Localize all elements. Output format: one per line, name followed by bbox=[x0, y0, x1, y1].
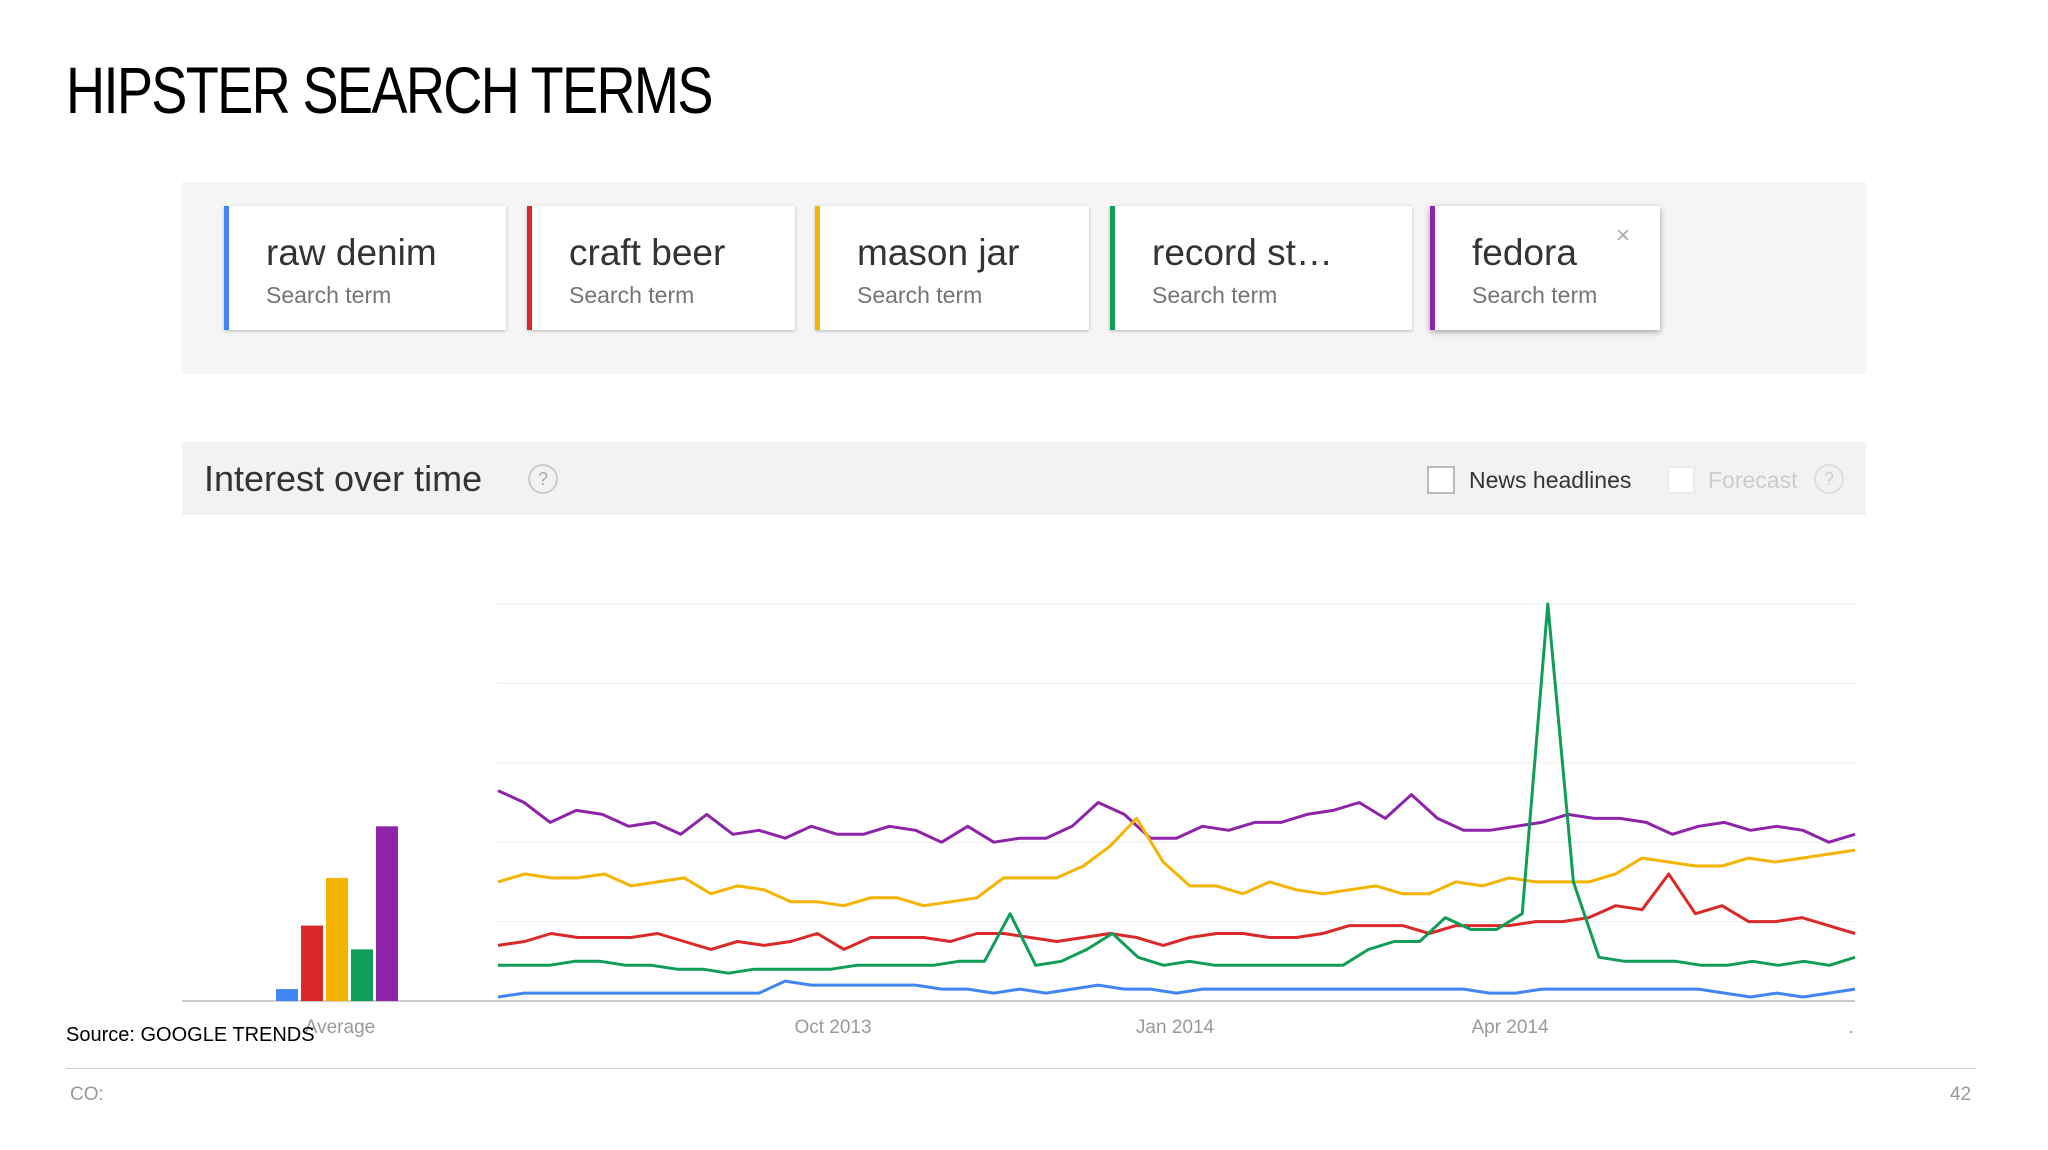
term-subtitle: Search term bbox=[1472, 282, 1598, 308]
average-bar bbox=[276, 989, 298, 1001]
search-terms-panel: raw denim Search term craft beer Search … bbox=[182, 182, 1866, 374]
x-tick-label: Average bbox=[305, 1017, 375, 1038]
term-name: raw denim bbox=[266, 232, 437, 273]
interest-over-time-header: Interest over time ? News headlines Fore… bbox=[182, 442, 1866, 515]
series-line bbox=[497, 789, 1856, 844]
term-subtitle: Search term bbox=[857, 282, 983, 308]
x-tick-label: Oct 2013 bbox=[794, 1017, 871, 1038]
term-name: fedora bbox=[1472, 232, 1577, 273]
page-number: 42 bbox=[1950, 1084, 1972, 1105]
series-line bbox=[497, 816, 1856, 908]
term-subtitle: Search term bbox=[569, 282, 695, 308]
term-card-mason-jar[interactable]: mason jar Search term bbox=[815, 206, 1089, 330]
close-icon[interactable]: × bbox=[1615, 222, 1630, 249]
forecast-label: Forecast bbox=[1708, 467, 1798, 493]
term-name: craft beer bbox=[569, 232, 726, 273]
term-card-raw-denim[interactable]: raw denim Search term bbox=[224, 206, 506, 330]
term-name: mason jar bbox=[857, 232, 1020, 273]
x-tick-label: . bbox=[1848, 1017, 1853, 1038]
x-tick-label: Jan 2014 bbox=[1136, 1017, 1215, 1038]
term-card-record-store[interactable]: record st… Search term bbox=[1110, 206, 1412, 330]
term-card-craft-beer[interactable]: craft beer Search term bbox=[527, 206, 795, 330]
series-line bbox=[497, 872, 1856, 951]
forecast-checkbox[interactable] bbox=[1667, 466, 1695, 494]
series-line bbox=[498, 602, 1856, 975]
interest-title: Interest over time bbox=[204, 458, 483, 499]
forecast-help-icon[interactable]: ? bbox=[1814, 464, 1844, 494]
x-tick-label: Apr 2014 bbox=[1471, 1017, 1549, 1038]
average-bar bbox=[376, 826, 398, 1001]
slide-title: HIPSTER SEARCH TERMS bbox=[66, 53, 713, 127]
term-subtitle: Search term bbox=[266, 282, 392, 308]
source-note: Source: GOOGLE TRENDS bbox=[66, 1024, 315, 1046]
term-card-fedora[interactable]: fedora Search term × bbox=[1430, 206, 1660, 330]
average-bar bbox=[351, 949, 373, 1001]
news-headlines-checkbox[interactable] bbox=[1427, 466, 1455, 494]
news-headlines-label: News headlines bbox=[1469, 467, 1632, 493]
series-line bbox=[497, 979, 1856, 999]
footer-text: CO: bbox=[70, 1084, 104, 1105]
term-name: record st… bbox=[1152, 232, 1333, 273]
term-subtitle: Search term bbox=[1152, 282, 1278, 308]
average-bar bbox=[326, 877, 348, 1001]
help-icon[interactable]: ? bbox=[528, 464, 558, 494]
footer-divider bbox=[66, 1068, 1976, 1069]
average-bar bbox=[301, 925, 323, 1001]
